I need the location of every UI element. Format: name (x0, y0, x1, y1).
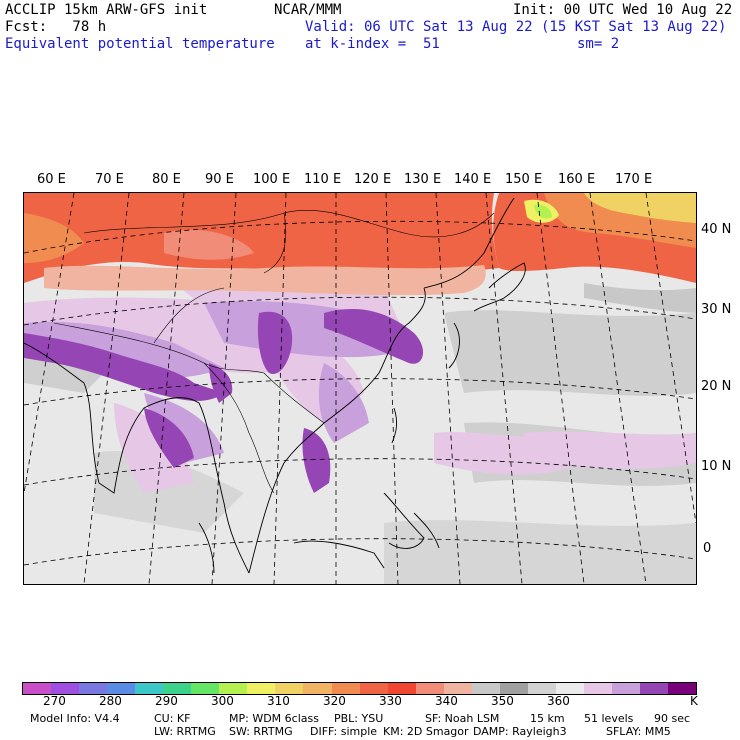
theta-e-field (24, 193, 696, 584)
colorbar-swatch (135, 683, 164, 694)
lat-label: 10 N (701, 459, 732, 474)
lon-label: 160 E (558, 172, 596, 187)
init-time: Init: 00 UTC Wed 10 Aug 22 (513, 2, 733, 18)
colorbar-swatch (387, 683, 416, 694)
smoothing: sm= 2 (577, 36, 620, 52)
colorbar-label: 300 (211, 694, 234, 708)
lat-label: 0 (703, 541, 712, 556)
colorbar-swatch (163, 683, 192, 694)
colorbar-swatch (191, 683, 220, 694)
warm-red-band (24, 193, 696, 313)
colorbar-label: 270 (43, 694, 66, 708)
colorbar-unit: K (690, 694, 698, 708)
colorbar-label: 340 (435, 694, 458, 708)
footer-res: 15 km (530, 712, 565, 725)
lat-label: 30 N (701, 302, 732, 317)
borders (53, 210, 495, 494)
footer-model-info: Model Info: V4.4 (30, 712, 120, 725)
colorbar-swatch (51, 683, 80, 694)
colorbar-label: 330 (379, 694, 402, 708)
colorbar-swatch (668, 683, 697, 694)
colorbar-label: 320 (323, 694, 346, 708)
colorbar-label: 360 (547, 694, 570, 708)
lon-label: 130 E (404, 172, 442, 187)
valid-time: Valid: 06 UTC Sat 13 Aug 22 (15 KST Sat … (305, 19, 727, 35)
colorbar-swatch (471, 683, 500, 694)
lon-label: 80 E (152, 172, 181, 187)
colorbar (22, 682, 697, 695)
forecast-hour: Fcst: 78 h (5, 19, 107, 35)
colorbar-label: 310 (267, 694, 290, 708)
colorbar-swatch (23, 683, 52, 694)
colorbar-swatch (415, 683, 444, 694)
footer-pbl: PBL: YSU (334, 712, 384, 725)
lon-label: 90 E (205, 172, 234, 187)
lon-label: 140 E (454, 172, 492, 187)
colorbar-swatch (79, 683, 108, 694)
footer-damp: DAMP: Rayleigh3 (473, 725, 567, 738)
colorbar-swatch (555, 683, 584, 694)
lat-label: 40 N (701, 222, 732, 237)
colorbar-swatch (275, 683, 304, 694)
coastlines (24, 197, 526, 574)
graticule (24, 193, 696, 584)
map-panel (23, 192, 697, 585)
colorbar-swatch (443, 683, 472, 694)
colorbar-swatch (640, 683, 669, 694)
colorbar-swatch (331, 683, 360, 694)
footer-km: KM: 2D Smagor (383, 725, 469, 738)
lon-label: 100 E (253, 172, 291, 187)
level-index: at k-index = 51 (305, 36, 440, 52)
lat-label: 20 N (701, 379, 732, 394)
colorbar-swatch (499, 683, 528, 694)
model-title: ACCLIP 15km ARW-GFS init (5, 2, 208, 18)
colorbar-swatch (303, 683, 332, 694)
lon-label: 60 E (37, 172, 66, 187)
field-name: Equivalent potential temperature (5, 36, 275, 52)
colorbar-swatch (219, 683, 248, 694)
footer-diff: DIFF: simple (310, 725, 378, 738)
colorbar-label: 290 (155, 694, 178, 708)
colorbar-label: 350 (491, 694, 514, 708)
footer-sf: SF: Noah LSM (425, 712, 500, 725)
colorbar-label: 280 (99, 694, 122, 708)
footer-sflay: SFLAY: MM5 (606, 725, 671, 738)
lon-label: 70 E (95, 172, 124, 187)
deep-violet-cores (24, 309, 424, 493)
footer-sw: SW: RRTMG (229, 725, 293, 738)
colorbar-swatch (611, 683, 641, 694)
footer-lw: LW: RRTMG (154, 725, 216, 738)
center-name: NCAR/MMM (274, 2, 342, 18)
lon-label: 150 E (505, 172, 543, 187)
colorbar-swatch (247, 683, 276, 694)
footer-cu: CU: KF (154, 712, 191, 725)
colorbar-swatch (583, 683, 612, 694)
footer-mp: MP: WDM 6class (229, 712, 319, 725)
colorbar-swatch (359, 683, 388, 694)
footer-levels: 51 levels (584, 712, 634, 725)
lon-label: 110 E (304, 172, 342, 187)
colorbar-swatch (107, 683, 136, 694)
lon-label: 170 E (615, 172, 653, 187)
footer-dt: 90 sec (654, 712, 691, 725)
colorbar-swatch (527, 683, 556, 694)
lon-label: 120 E (354, 172, 392, 187)
